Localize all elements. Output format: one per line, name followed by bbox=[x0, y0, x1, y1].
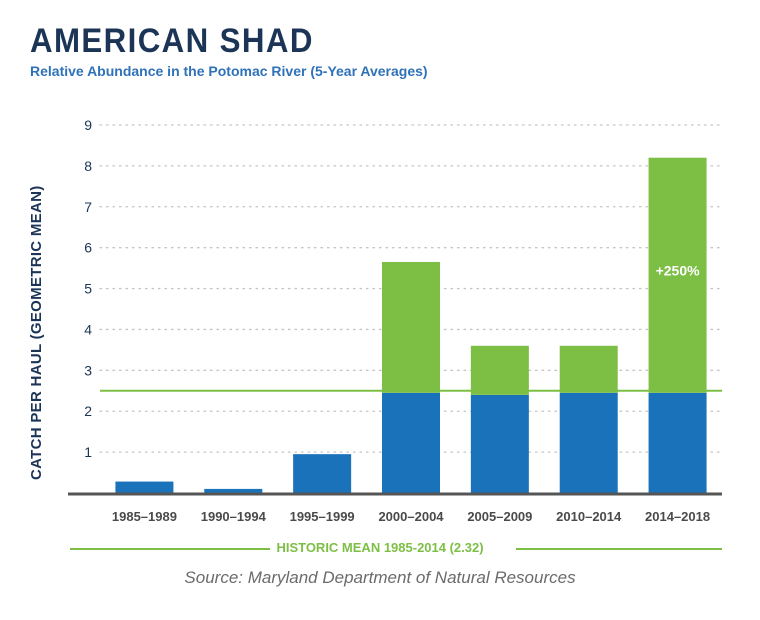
bar-above-mean bbox=[470, 345, 529, 395]
y-tick-label: 7 bbox=[84, 199, 92, 215]
x-tick-label: 1985–1989 bbox=[112, 509, 177, 524]
bar-above-mean bbox=[559, 345, 618, 393]
bar-base bbox=[293, 454, 352, 493]
bar-base bbox=[559, 392, 618, 493]
y-tick-label: 8 bbox=[84, 158, 92, 174]
increase-annotation: +250% bbox=[656, 263, 701, 279]
legend-line-right bbox=[516, 548, 722, 550]
x-tick-label: 2014–2018 bbox=[645, 509, 710, 524]
y-tick-label: 9 bbox=[84, 117, 92, 133]
legend-line-left bbox=[70, 548, 270, 550]
bar-above-mean bbox=[648, 157, 707, 393]
x-tick-label: 2000–2004 bbox=[378, 509, 444, 524]
x-tick-label: 2010–2014 bbox=[556, 509, 622, 524]
y-tick-label: 6 bbox=[84, 240, 92, 256]
bar-base bbox=[382, 392, 440, 493]
y-tick-label: 5 bbox=[84, 281, 92, 297]
y-tick-label: 3 bbox=[84, 362, 92, 378]
source-note: Source: Maryland Department of Natural R… bbox=[184, 568, 576, 587]
x-tick-label: 2005–2009 bbox=[467, 509, 532, 524]
x-tick-label: 1995–1999 bbox=[290, 509, 355, 524]
bar-above-mean bbox=[382, 261, 440, 393]
y-tick-label: 2 bbox=[84, 403, 92, 419]
y-tick-label: 1 bbox=[84, 444, 92, 460]
y-tick-label: 4 bbox=[84, 321, 92, 337]
bar-base bbox=[204, 488, 263, 493]
bar-base bbox=[115, 481, 174, 493]
bar-base bbox=[470, 394, 529, 493]
bar-base bbox=[648, 392, 707, 493]
x-tick-label: 1990–1994 bbox=[201, 509, 267, 524]
chart-subtitle: Relative Abundance in the Potomac River … bbox=[30, 63, 428, 79]
chart-title: AMERICAN SHAD bbox=[30, 22, 314, 60]
legend-historic-mean: HISTORIC MEAN 1985-2014 (2.32) bbox=[276, 540, 484, 555]
